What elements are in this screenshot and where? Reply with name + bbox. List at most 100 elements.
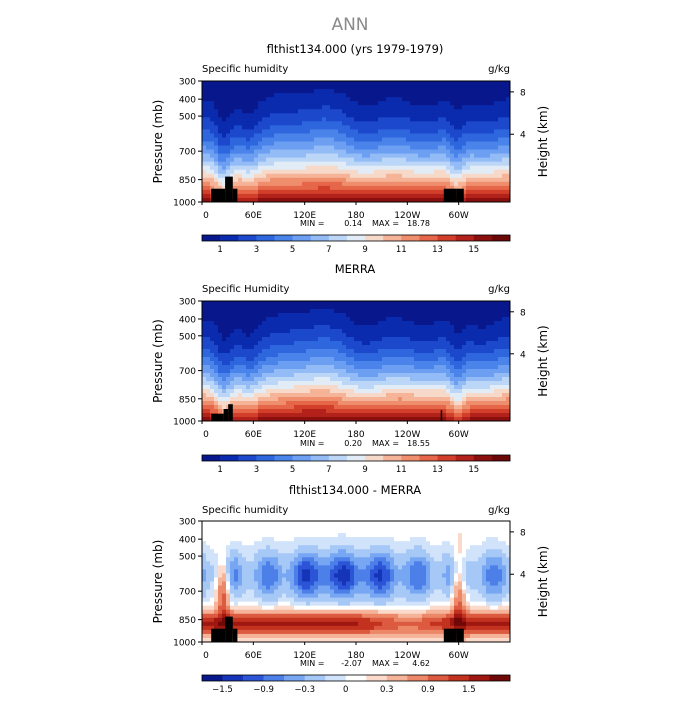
heatmap-cell	[290, 377, 294, 381]
heatmap-cell	[430, 178, 434, 182]
heatmap-cell	[234, 337, 238, 341]
heatmap-cell	[346, 525, 350, 529]
heatmap-cell	[278, 313, 282, 317]
heatmap-cell	[362, 97, 366, 101]
heatmap-cell	[230, 329, 234, 333]
heatmap-cell	[202, 413, 206, 417]
heatmap-cell	[386, 321, 390, 325]
heatmap-cell	[394, 357, 398, 361]
heatmap-cell	[458, 93, 462, 97]
heatmap-cell	[386, 365, 390, 369]
heatmap-cell	[238, 361, 242, 365]
heatmap-cell	[402, 170, 406, 174]
heatmap-cell	[334, 397, 338, 401]
heatmap-cell	[242, 377, 246, 381]
heatmap-cell	[434, 381, 438, 385]
heatmap-cell	[354, 129, 358, 133]
heatmap-cell	[266, 186, 270, 190]
heatmap-cell	[238, 413, 242, 417]
heatmap-cell	[478, 333, 482, 337]
heatmap-cell	[378, 162, 382, 166]
heatmap-cell	[502, 186, 506, 190]
heatmap-cell	[386, 317, 390, 321]
heatmap-cell	[310, 121, 314, 125]
heatmap-cell	[422, 133, 426, 137]
heatmap-cell	[338, 373, 342, 377]
heatmap-cell	[318, 133, 322, 137]
heatmap-cell	[470, 101, 474, 105]
heatmap-cell	[270, 325, 274, 329]
heatmap-cell	[458, 117, 462, 121]
heatmap-cell	[426, 105, 430, 109]
heatmap-cell	[234, 170, 238, 174]
heatmap-cell	[426, 361, 430, 365]
heatmap-cell	[498, 174, 502, 178]
heatmap-cell	[490, 345, 494, 349]
heatmap-cell	[470, 133, 474, 137]
heatmap-cell	[350, 109, 354, 113]
heatmap-cell	[266, 345, 270, 349]
heatmap-cell	[378, 345, 382, 349]
heatmap-cell	[254, 182, 258, 186]
heatmap-cell	[442, 109, 446, 113]
heatmap-cell	[214, 150, 218, 154]
heatmap-cell	[422, 349, 426, 353]
heatmap-cell	[406, 313, 410, 317]
heatmap-cell	[426, 357, 430, 361]
heatmap-cell	[242, 365, 246, 369]
heatmap-cell	[450, 405, 454, 409]
heatmap-cell	[482, 337, 486, 341]
heatmap-cell	[462, 373, 466, 377]
heatmap-cell	[366, 301, 370, 305]
heatmap-cell	[326, 357, 330, 361]
heatmap-cell	[338, 125, 342, 129]
heatmap-cell	[358, 525, 362, 529]
heatmap-cell	[354, 117, 358, 121]
heatmap-cell	[466, 170, 470, 174]
heatmap-cell	[482, 361, 486, 365]
heatmap-cell	[274, 525, 278, 529]
heatmap-cell	[214, 182, 218, 186]
heatmap-cell	[498, 81, 502, 85]
heatmap-cell	[222, 101, 226, 105]
heatmap-cell	[438, 365, 442, 369]
heatmap-cell	[458, 317, 462, 321]
heatmap-cell	[482, 357, 486, 361]
heatmap-cell	[390, 117, 394, 121]
heatmap-cell	[302, 401, 306, 405]
heatmap-cell	[394, 525, 398, 529]
heatmap-cell	[242, 162, 246, 166]
heatmap-cell	[334, 150, 338, 154]
heatmap-cell	[402, 109, 406, 113]
heatmap-cell	[494, 409, 498, 413]
heatmap-cell	[382, 174, 386, 178]
heatmap-cell	[334, 337, 338, 341]
heatmap-cell	[378, 373, 382, 377]
heatmap-cell	[290, 529, 294, 533]
heatmap-cell	[494, 357, 498, 361]
heatmap-cell	[246, 101, 250, 105]
heatmap-cell	[486, 369, 490, 373]
heatmap-cell	[402, 409, 406, 413]
heatmap-cell	[366, 146, 370, 150]
heatmap-cell	[290, 194, 294, 198]
heatmap-cell	[498, 397, 502, 401]
heatmap-cell	[462, 93, 466, 97]
heatmap-cell	[486, 337, 490, 341]
heatmap-cell	[358, 154, 362, 158]
heatmap-cell	[242, 186, 246, 190]
heatmap-cell	[462, 345, 466, 349]
heatmap-cell	[362, 361, 366, 365]
heatmap-cell	[458, 125, 462, 129]
heatmap-cell	[422, 154, 426, 158]
heatmap-cell	[210, 345, 214, 349]
heatmap-cell	[214, 409, 218, 413]
heatmap-cell	[466, 325, 470, 329]
heatmap-cell	[266, 321, 270, 325]
heatmap-cell	[362, 162, 366, 166]
heatmap-cell	[314, 365, 318, 369]
heatmap-cell	[478, 89, 482, 93]
heatmap-cell	[390, 81, 394, 85]
heatmap-cell	[486, 389, 490, 393]
heatmap-cell	[474, 117, 478, 121]
